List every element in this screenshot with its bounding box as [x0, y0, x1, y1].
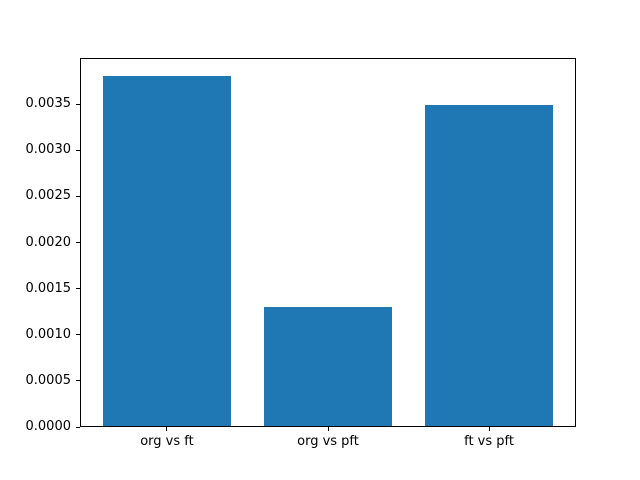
- bar-org-vs-pft: [263, 307, 393, 427]
- y-tick-mark: [76, 150, 80, 151]
- y-tick-mark: [76, 334, 80, 335]
- y-tick-label: 0.0030: [25, 142, 72, 158]
- y-tick-mark: [76, 196, 80, 197]
- y-tick-label: 0.0015: [25, 280, 72, 296]
- x-tick-mark: [489, 427, 490, 431]
- y-tick-label: 0.0035: [25, 96, 72, 112]
- plot-area: [80, 58, 576, 427]
- y-tick-label: 0.0010: [25, 326, 72, 342]
- y-tick-mark: [76, 427, 80, 428]
- x-tick-mark: [166, 427, 167, 431]
- y-tick-label: 0.0025: [25, 188, 72, 204]
- y-tick-label: 0.0020: [25, 234, 72, 250]
- y-tick-mark: [76, 242, 80, 243]
- y-tick-mark: [76, 288, 80, 289]
- x-tick-label: org vs ft: [140, 434, 194, 449]
- x-tick-mark: [328, 427, 329, 431]
- y-tick-mark: [76, 104, 80, 105]
- bar-org-vs-ft: [102, 75, 232, 427]
- y-tick-label: 0.0005: [25, 372, 72, 388]
- x-tick-label: ft vs pft: [464, 434, 514, 449]
- x-tick-label: org vs pft: [297, 434, 359, 449]
- y-tick-label: 0.0000: [25, 419, 72, 434]
- y-tick-mark: [76, 380, 80, 381]
- bar-ft-vs-pft: [424, 105, 554, 427]
